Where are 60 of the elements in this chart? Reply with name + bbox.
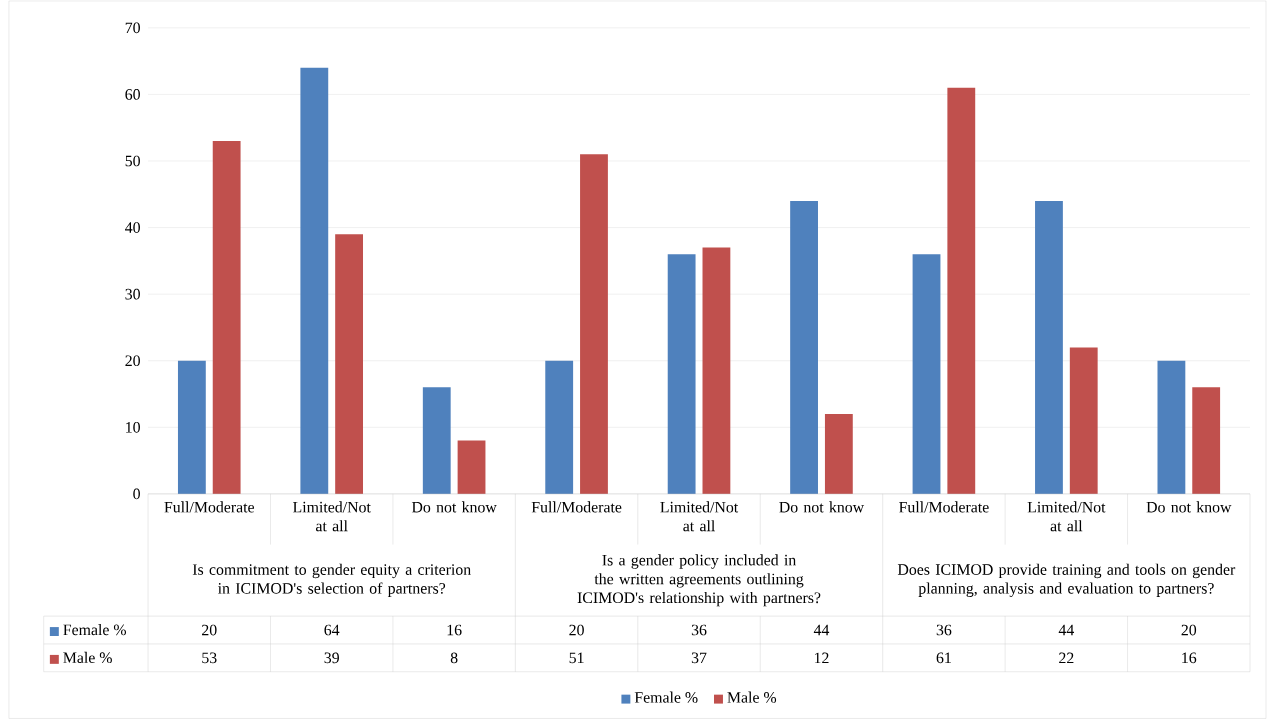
bar <box>457 440 486 494</box>
y-tick-label: 50 <box>125 155 140 167</box>
bar <box>667 253 696 494</box>
x-tick-label: Do not know <box>1146 501 1232 513</box>
bar <box>335 233 364 494</box>
data-label: 8 <box>450 652 458 663</box>
x-tick-label: Full/Moderate <box>899 501 989 513</box>
bar <box>790 200 818 494</box>
x-tick-label: Limited/Not at all <box>660 501 739 532</box>
data-label: 36 <box>936 624 952 636</box>
x-tick-label: Full/Moderate <box>164 501 255 513</box>
x-tick-label: Limited/Not at all <box>293 501 371 532</box>
bar <box>545 360 574 494</box>
x-tick-label: Do not know <box>779 501 865 513</box>
bar <box>1157 360 1186 494</box>
text: Is commitment to gender equity a criterion in ICIMOD's selection of partners? <box>192 563 471 597</box>
bar <box>177 360 206 494</box>
bar <box>1035 200 1063 494</box>
data-label: 61 <box>936 652 951 663</box>
y-tick-label: 70 <box>125 22 140 33</box>
data-label: 16 <box>1182 652 1197 663</box>
text: Female % <box>634 691 698 703</box>
bar <box>1192 387 1221 494</box>
bar <box>1069 347 1098 494</box>
data-label: 51 <box>569 652 584 663</box>
data-label: 39 <box>324 652 339 663</box>
data-label: 53 <box>202 652 217 663</box>
y-tick-label: 40 <box>125 222 140 233</box>
bar <box>912 253 941 494</box>
bar <box>212 140 241 494</box>
y-tick-label: 20 <box>125 355 140 366</box>
legend-label: Female % <box>63 623 127 635</box>
data-label: 37 <box>691 652 707 663</box>
bar <box>947 87 976 494</box>
text: Male % <box>727 691 777 703</box>
x-tick-label: Limited/Not at all <box>1027 501 1106 532</box>
data-label: 12 <box>814 652 829 663</box>
y-tick-label: 0 <box>133 488 140 499</box>
legend-label: Male % <box>63 651 112 663</box>
data-label: 22 <box>1059 652 1074 663</box>
bar <box>300 67 329 494</box>
data-label: 44 <box>1058 624 1075 636</box>
x-tick-label: Do not know <box>411 501 497 513</box>
text: Does ICIMOD provide training and tools on gender planning, analysis and evaluation to partners? <box>897 563 1236 597</box>
data-label: 36 <box>691 624 707 636</box>
y-tick-label: 30 <box>125 288 140 300</box>
data-label: 20 <box>569 624 584 636</box>
data-label: 64 <box>324 624 340 636</box>
x-tick-label: Full/Moderate <box>531 501 622 513</box>
y-tick-label: 10 <box>126 421 140 433</box>
text: Is a gender policy included in the written agreements outlining ICIMOD's relationship with partners? <box>577 554 821 607</box>
bar <box>824 413 853 494</box>
bar <box>580 154 608 494</box>
data-label: 20 <box>1181 624 1197 636</box>
bar <box>702 247 731 494</box>
bar <box>422 387 451 494</box>
data-label: 44 <box>813 624 830 636</box>
data-label: 16 <box>447 624 462 636</box>
y-tick-label: 60 <box>125 88 140 100</box>
data-label: 20 <box>202 624 217 636</box>
